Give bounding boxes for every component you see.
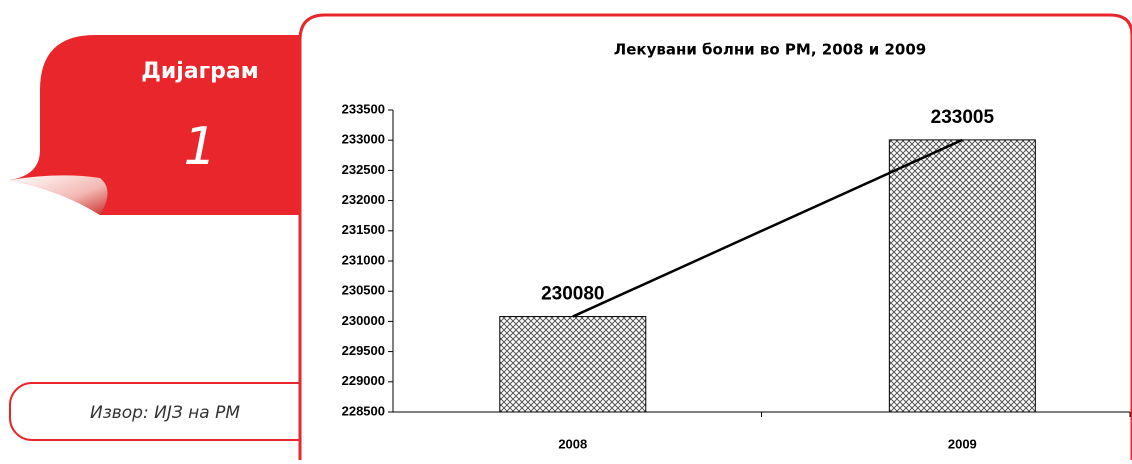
x-tick-label: 2008	[558, 436, 587, 451]
bar	[499, 316, 647, 413]
y-tick-label: 232500	[342, 162, 385, 177]
y-tick-label: 232000	[342, 192, 385, 207]
source: Извор: ИЈЗ на РМ	[90, 403, 240, 423]
chart-title: Лекувани болни во РМ, 2008 и 2009	[614, 41, 926, 59]
y-tick-label: 228500	[342, 403, 385, 418]
diagram-number: 1	[183, 117, 216, 177]
y-tick-label: 233000	[342, 132, 385, 147]
data-label: 233005	[931, 107, 995, 128]
y-tick-label: 230500	[342, 283, 385, 298]
trend-line	[572, 138, 963, 318]
y-tick-label: 231000	[342, 252, 385, 267]
label-panel	[10, 35, 300, 215]
bar	[888, 139, 1036, 413]
y-tick-label: 229000	[342, 373, 385, 388]
x-tick-label: 2009	[948, 436, 977, 451]
y-tick-label: 229500	[342, 343, 385, 358]
y-tick-label: 233500	[342, 101, 385, 116]
y-tick-label: 231500	[342, 222, 385, 237]
page-curl	[10, 175, 108, 215]
diagram-label: Дијаграм	[141, 59, 258, 84]
data-label: 230080	[541, 284, 604, 305]
y-tick-label: 230000	[342, 313, 385, 328]
